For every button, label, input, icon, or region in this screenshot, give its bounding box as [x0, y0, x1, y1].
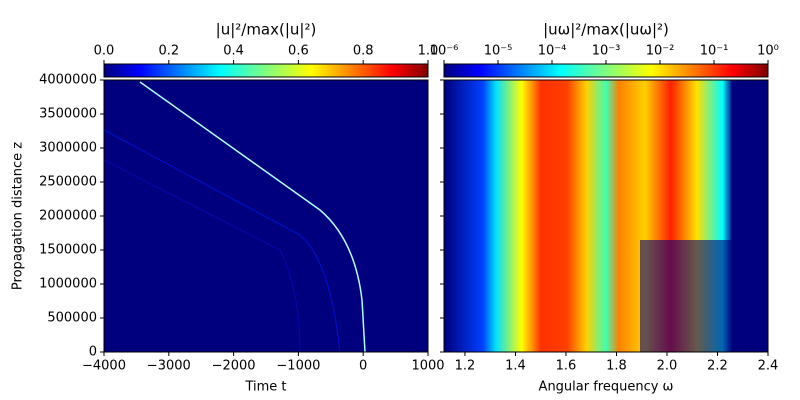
colorbar: [443, 63, 769, 78]
x-tick-label: −1000: [276, 359, 320, 374]
chart-title: |uω|²/max(|uω|²): [543, 21, 669, 39]
colorbar-tick-label: 10⁻³: [592, 44, 621, 59]
colorbar-tick-label: 0.0: [94, 44, 115, 59]
y-tick-label: 3000000: [39, 141, 97, 156]
colorbar-tick-label: 0.4: [223, 44, 244, 59]
x-tick-label: 1.8: [606, 359, 627, 374]
x-tick-label: −2000: [212, 359, 256, 374]
x-tick-label: −3000: [147, 359, 191, 374]
colorbar-tick-label: 0.2: [158, 44, 179, 59]
x-tick-label: 2.2: [707, 359, 728, 374]
x-tick-label: 1.6: [556, 359, 577, 374]
y-axis-label: Propagation distance z: [11, 142, 26, 290]
colorbar-tick-label: 0.6: [288, 44, 309, 59]
colorbar-tick-label: 10⁻¹: [700, 44, 729, 59]
y-tick-label: 500000: [47, 311, 97, 326]
x-tick-label: 2.4: [758, 359, 779, 374]
heatmap-image: [103, 80, 768, 353]
y-tick-label: 0: [89, 345, 97, 360]
x-tick-label: 1000: [411, 359, 444, 374]
colorbar-tick-label: 1.0: [418, 44, 439, 59]
colorbar-tick-label: 10⁻⁶: [430, 44, 459, 59]
chart-title: |u|²/max(|u|²): [216, 21, 317, 39]
x-axis-label: Time t: [244, 380, 286, 395]
colorbar-tick-label: 10⁰: [757, 44, 779, 59]
colorbar-tick-label: 0.8: [353, 44, 374, 59]
x-tick-label: −4000: [82, 359, 126, 374]
colorbar-tick-label: 10⁻²: [646, 44, 675, 59]
x-tick-label: 1.4: [505, 359, 526, 374]
colorbar-tick-label: 10⁻⁴: [538, 44, 567, 59]
y-tick-label: 1000000: [39, 277, 97, 292]
y-tick-label: 2500000: [39, 175, 97, 190]
colorbar: [103, 63, 429, 78]
y-tick-label: 3500000: [39, 107, 97, 122]
x-tick-label: 1.2: [455, 359, 476, 374]
y-tick-label: 1500000: [39, 243, 97, 258]
x-tick-label: 2.0: [657, 359, 678, 374]
x-tick-label: 0: [359, 359, 367, 374]
y-tick-label: 4000000: [39, 73, 97, 88]
colorbar-tick-label: 10⁻⁵: [484, 44, 513, 59]
y-tick-label: 2000000: [39, 209, 97, 224]
x-axis-label: Angular frequency ω: [539, 380, 674, 395]
